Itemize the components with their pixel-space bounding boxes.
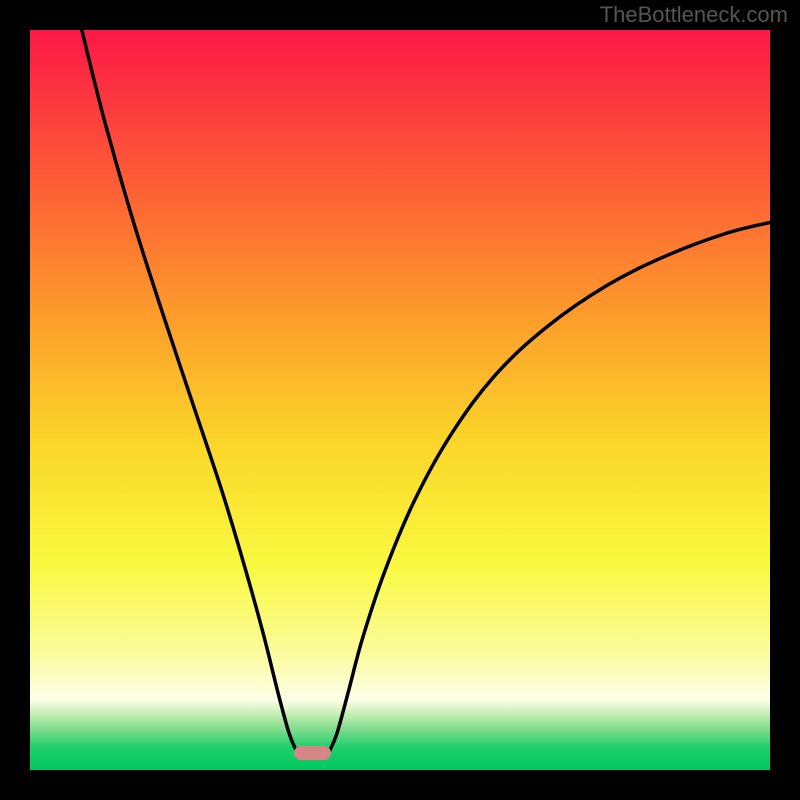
plot-area [30,30,770,770]
bottleneck-curve-right [330,222,770,750]
watermark-text: TheBottleneck.com [600,2,788,28]
chart-frame: TheBottleneck.com [0,0,800,800]
bottleneck-curve-left [82,30,297,751]
curve-layer [30,30,770,770]
notch-marker [294,746,331,759]
